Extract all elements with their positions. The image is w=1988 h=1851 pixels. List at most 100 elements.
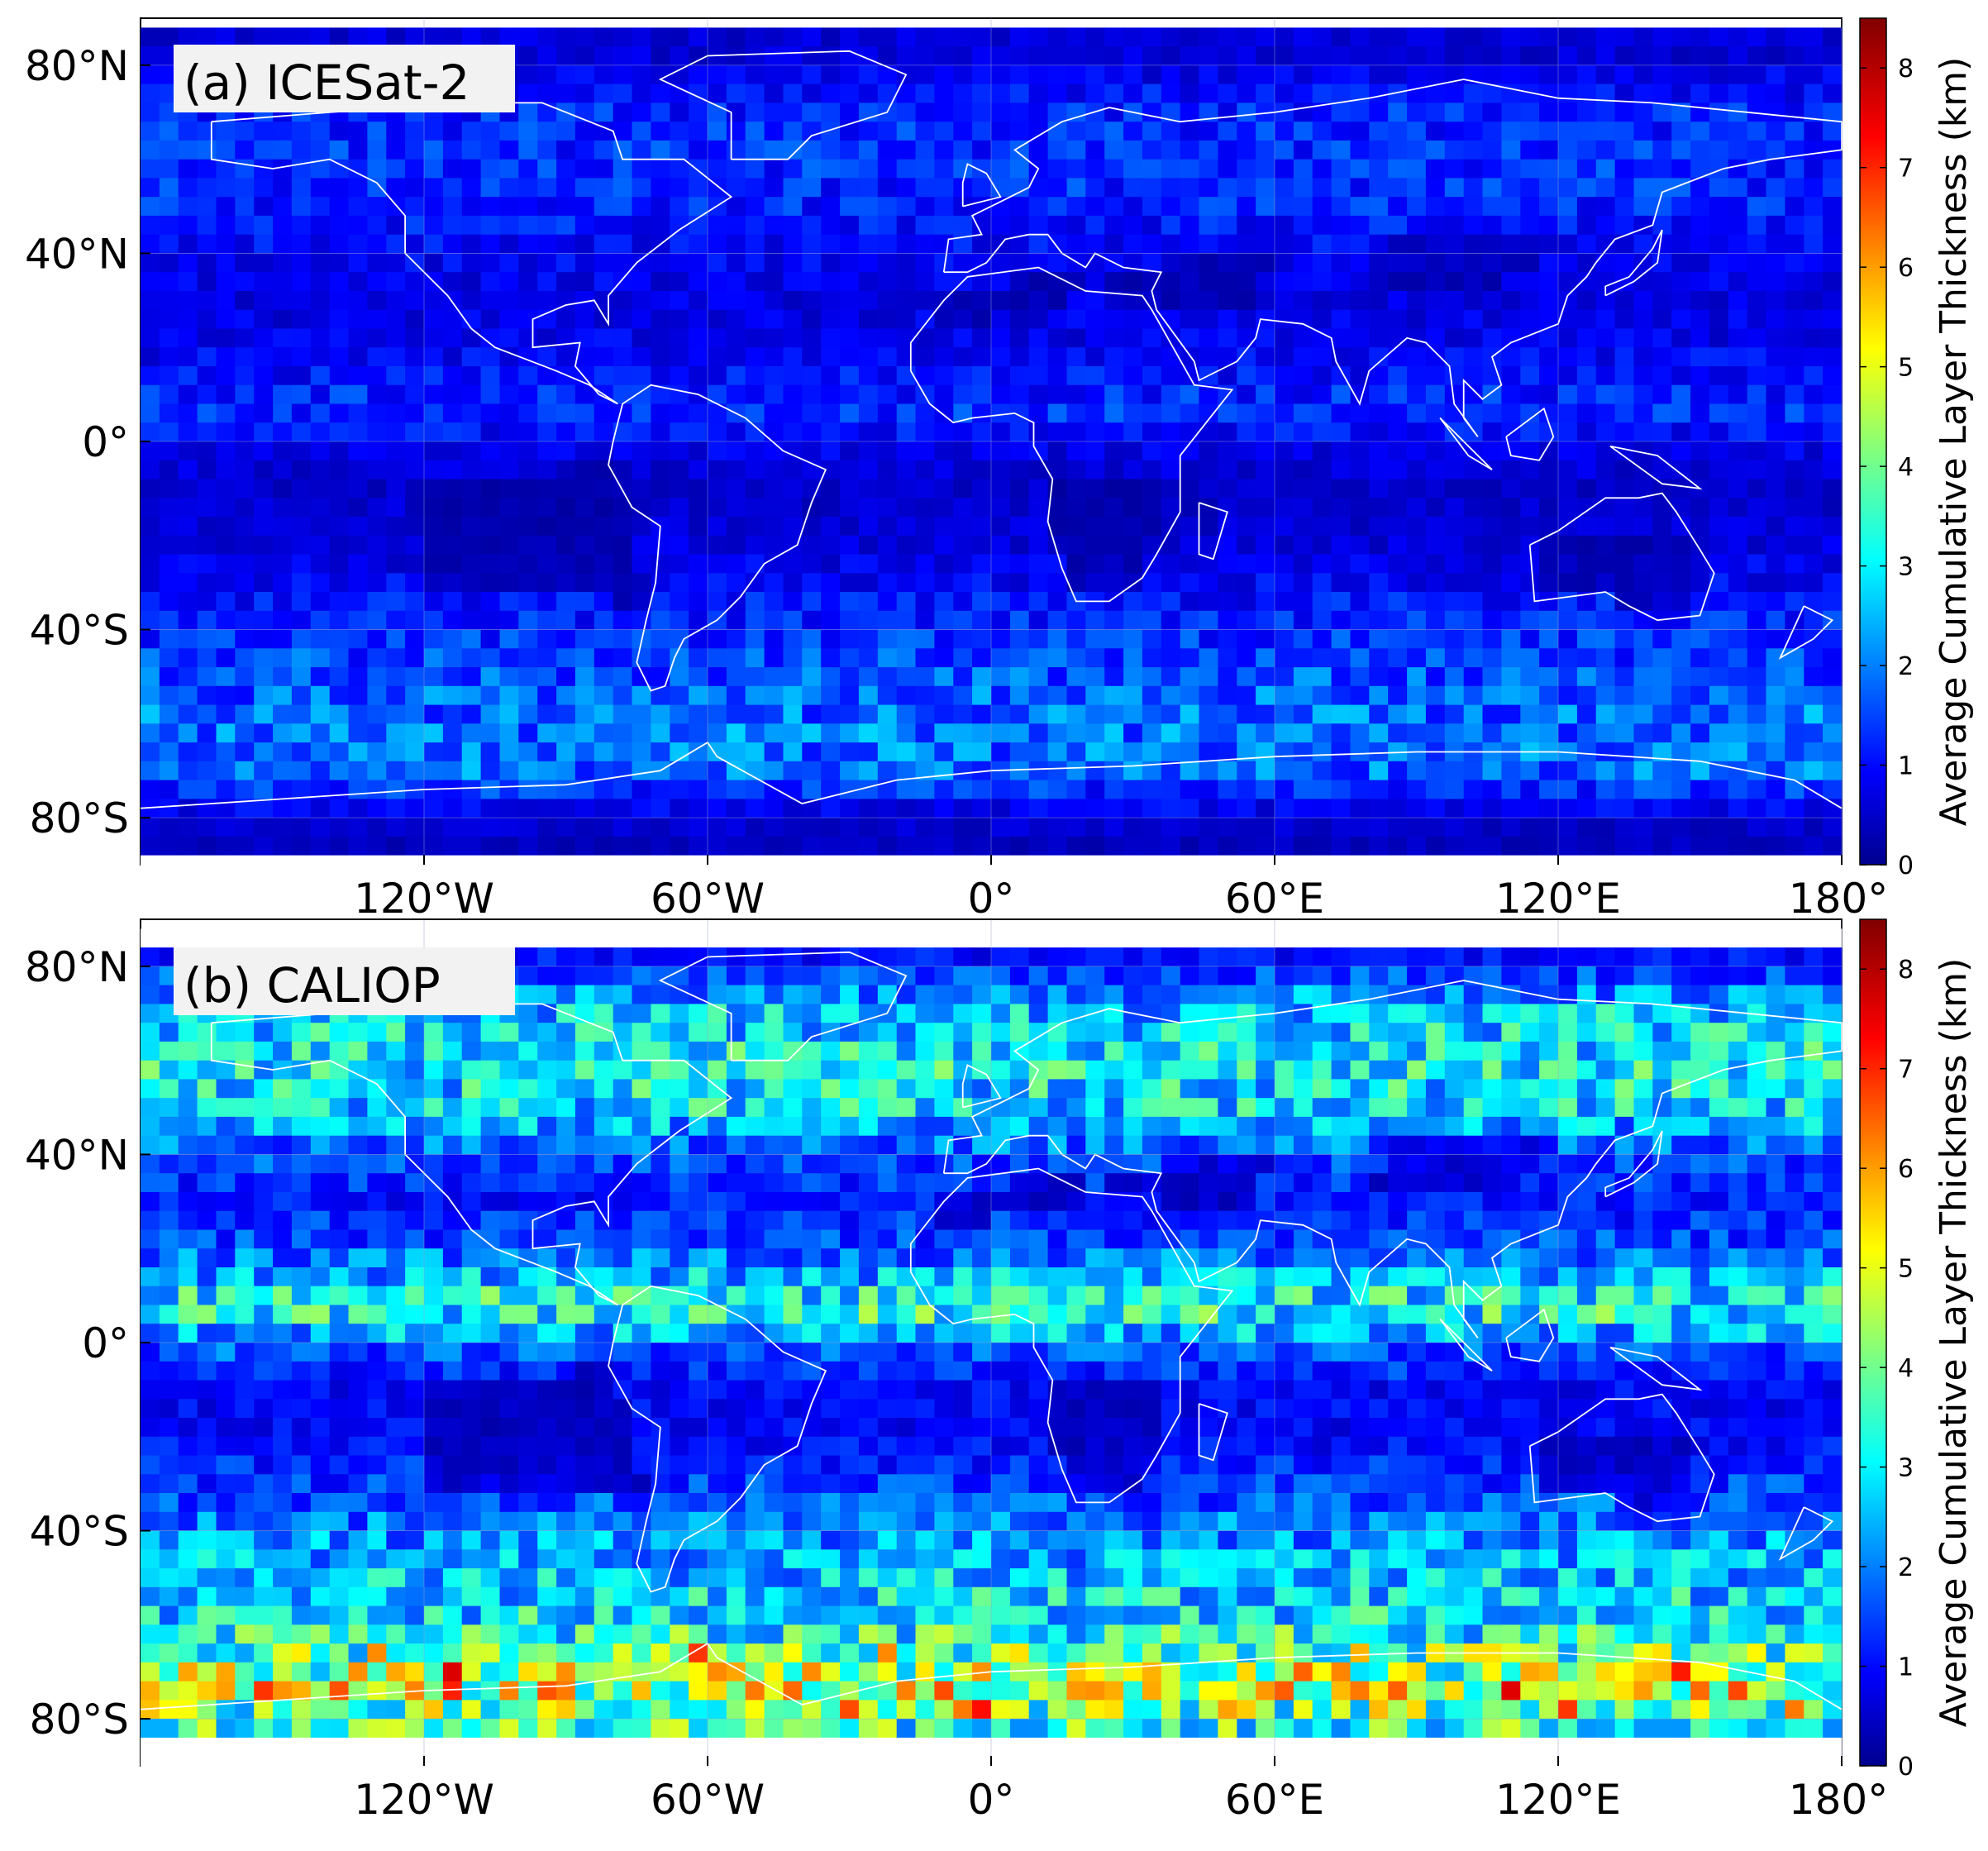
heatmap-cell — [1520, 27, 1540, 46]
heatmap-cell — [1520, 65, 1540, 84]
heatmap-cell — [349, 441, 369, 460]
heatmap-cell — [443, 160, 463, 179]
heatmap-cell — [859, 611, 879, 630]
heatmap-cell — [518, 1004, 538, 1023]
heatmap-cell — [500, 272, 520, 291]
heatmap-cell — [179, 780, 198, 799]
heatmap-cell — [821, 479, 841, 499]
heatmap-cell — [1332, 686, 1352, 705]
heatmap-cell — [1426, 799, 1446, 818]
heatmap-cell — [1785, 65, 1804, 84]
heatmap-cell — [518, 253, 538, 272]
heatmap-cell — [1142, 928, 1162, 947]
heatmap-cell — [1294, 780, 1313, 799]
heatmap-cell — [613, 272, 633, 291]
heatmap-cell — [802, 197, 822, 216]
heatmap-cell — [1104, 928, 1124, 947]
heatmap-cell — [953, 216, 973, 235]
heatmap-cell — [1615, 799, 1635, 818]
heatmap-cell — [1464, 347, 1484, 366]
heatmap-cell — [179, 235, 198, 254]
heatmap-cell — [1237, 818, 1256, 837]
heatmap-cell — [1332, 1061, 1352, 1080]
heatmap-cell — [651, 498, 670, 517]
heatmap-cell — [1671, 630, 1691, 649]
heatmap-cell — [556, 742, 576, 761]
heatmap-cell — [897, 272, 917, 291]
heatmap-cell — [1596, 1004, 1616, 1023]
heatmap-cell — [349, 799, 369, 818]
heatmap-cell — [1728, 347, 1748, 366]
heatmap-cell — [1634, 517, 1654, 536]
heatmap-cell — [1539, 837, 1559, 856]
heatmap-cell — [254, 253, 274, 272]
heatmap-cell — [424, 536, 444, 555]
heatmap-cell — [651, 630, 670, 649]
heatmap-cell — [556, 818, 576, 837]
heatmap-cell — [1256, 422, 1275, 441]
heatmap-cell — [1804, 122, 1824, 141]
heatmap-cell — [330, 1042, 350, 1061]
heatmap-cell — [632, 517, 652, 536]
heatmap-cell — [972, 799, 992, 818]
heatmap-cell — [821, 837, 841, 856]
heatmap-cell — [784, 498, 803, 517]
heatmap-cell — [1747, 667, 1767, 686]
heatmap-cell — [1785, 799, 1804, 818]
heatmap-cell — [859, 141, 879, 160]
heatmap-cell — [424, 422, 444, 441]
heatmap-cell — [670, 366, 689, 385]
heatmap-cell — [1520, 216, 1540, 235]
heatmap-cell — [518, 947, 538, 966]
heatmap-cell — [1464, 536, 1484, 555]
heatmap-cell — [840, 630, 860, 649]
heatmap-cell — [727, 27, 746, 46]
heatmap-cell — [1577, 422, 1597, 441]
heatmap-cell — [1558, 235, 1578, 254]
heatmap-cell — [198, 536, 217, 555]
heatmap-cell — [518, 366, 538, 385]
heatmap-cell — [537, 780, 557, 799]
heatmap-cell — [1823, 235, 1843, 254]
heatmap-cell — [1464, 1079, 1484, 1098]
heatmap-cell — [1388, 160, 1408, 179]
heatmap-cell — [1671, 310, 1691, 329]
heatmap-cell — [1766, 122, 1786, 141]
heatmap-cell — [689, 780, 708, 799]
heatmap-cell — [765, 517, 784, 536]
heatmap-cell — [1294, 160, 1313, 179]
heatmap-cell — [1256, 498, 1275, 517]
heatmap-cell — [1010, 103, 1030, 122]
heatmap-cell — [1426, 460, 1446, 479]
heatmap-cell — [1766, 742, 1786, 761]
heatmap-cell — [1501, 27, 1521, 46]
heatmap-cell — [443, 611, 463, 630]
heatmap-cell — [367, 235, 387, 254]
heatmap-cell — [424, 517, 444, 536]
heatmap-cell — [859, 310, 879, 329]
heatmap-cell — [462, 347, 482, 366]
heatmap-cell — [141, 667, 160, 686]
heatmap-cell — [1010, 761, 1030, 780]
heatmap-cell — [1161, 141, 1181, 160]
heatmap-cell — [462, 555, 482, 574]
heatmap-cell — [670, 84, 689, 103]
heatmap-cell — [934, 723, 954, 742]
heatmap-cell — [1823, 648, 1843, 667]
heatmap-cell — [953, 291, 973, 310]
heatmap-cell — [1634, 197, 1654, 216]
heatmap-cell — [1577, 686, 1597, 705]
heatmap-cell — [727, 385, 746, 404]
heatmap-cell — [765, 385, 784, 404]
heatmap-cell — [141, 1042, 160, 1061]
heatmap-cell — [1142, 517, 1162, 536]
heatmap-cell — [273, 329, 293, 348]
heatmap-cell — [1029, 780, 1049, 799]
heatmap-cell — [897, 1079, 917, 1098]
heatmap-cell — [311, 592, 331, 611]
heatmap-cell — [727, 1098, 746, 1117]
heatmap-cell — [897, 178, 917, 197]
heatmap-cell — [1426, 385, 1446, 404]
heatmap-cell — [217, 404, 236, 423]
heatmap-cell — [632, 253, 652, 272]
